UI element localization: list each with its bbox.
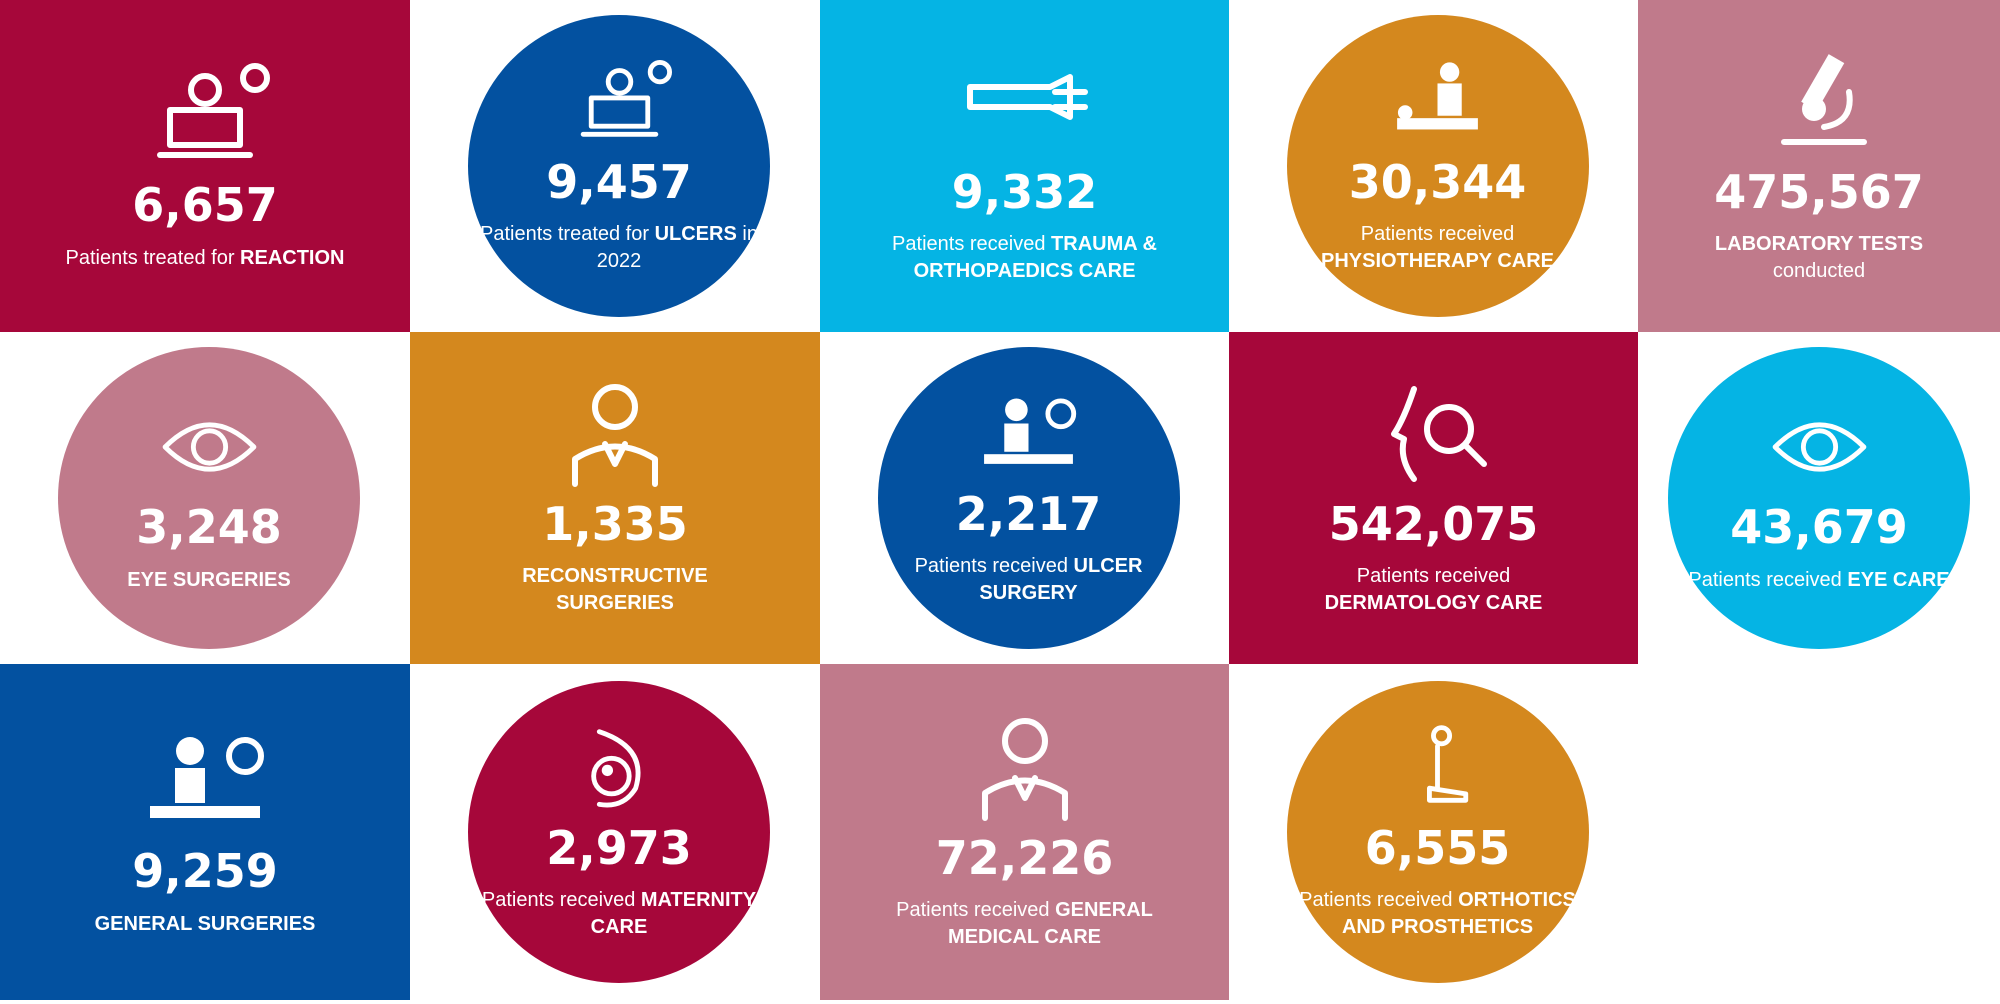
tile-icon bbox=[1397, 62, 1478, 130]
tile-icon bbox=[162, 422, 256, 472]
stat-tile: 72,226 Patients received GENERAL MEDICAL … bbox=[820, 664, 1229, 1000]
stat-label: Patients received ULCER SURGERY bbox=[879, 553, 1179, 607]
stat-number: 6,555 bbox=[1364, 820, 1511, 875]
label-text: in 2022 bbox=[596, 223, 758, 273]
stat-number: 9,259 bbox=[132, 844, 278, 899]
label-emphasis: EYE SURGERIES bbox=[127, 568, 291, 591]
stat-number: 72,226 bbox=[935, 830, 1114, 885]
stat-number: 2,973 bbox=[546, 820, 692, 875]
tile-icon bbox=[580, 59, 672, 137]
stat-tile: 6,657 Patients treated for REACTION bbox=[0, 0, 410, 332]
stat-label: LABORATORY TESTS conducted bbox=[1669, 231, 1969, 285]
label-text: Patients received bbox=[1299, 889, 1453, 912]
label-emphasis: TRAUMA & ORTHOPAEDICS CARE bbox=[913, 233, 1157, 283]
stat-tile: 9,332 Patients received TRAUMA & ORTHOPAE… bbox=[820, 0, 1229, 332]
stat-number: 30,344 bbox=[1348, 154, 1527, 209]
label-emphasis: RECONSTRUCTIVE SURGERIES bbox=[522, 565, 708, 615]
stat-number: 6,657 bbox=[132, 178, 278, 233]
stat-tile: 3,248 EYE SURGERIES bbox=[58, 347, 360, 649]
stat-number: 2,217 bbox=[955, 486, 1102, 541]
label-text: Patients received bbox=[892, 233, 1046, 256]
stat-number: 542,075 bbox=[1328, 496, 1539, 551]
tile-icon bbox=[157, 63, 270, 159]
stat-tile: 9,259 GENERAL SURGERIES bbox=[0, 664, 410, 1000]
label-emphasis: EYE CARE bbox=[1847, 568, 1950, 591]
tile-icon bbox=[1427, 724, 1469, 803]
tile-icon bbox=[984, 398, 1077, 464]
stat-label: GENERAL SURGERIES bbox=[95, 911, 316, 938]
stat-tile: 2,973 Patients received MATERNITY CARE bbox=[468, 681, 770, 983]
stat-tile: 1,335 RECONSTRUCTIVE SURGERIES bbox=[410, 332, 820, 664]
label-emphasis: MATERNITY CARE bbox=[590, 889, 757, 939]
stat-number: 475,567 bbox=[1714, 164, 1924, 219]
label-text: Patients received bbox=[481, 889, 636, 912]
stat-label: Patients treated for REACTION bbox=[66, 245, 345, 272]
tile-icon bbox=[981, 717, 1068, 821]
label-text: Patients received bbox=[914, 555, 1068, 578]
stat-tile: 2,217 Patients received ULCER SURGERY bbox=[877, 347, 1180, 649]
stat-tile: 542,075 Patients received DERMATOLOGY CAR… bbox=[1229, 332, 1638, 664]
stat-label: Patients treated for ULCERS in 2022 bbox=[469, 221, 769, 275]
label-text: Patients received bbox=[1360, 223, 1515, 246]
stat-number: 9,457 bbox=[546, 154, 692, 209]
label-text: Patients received bbox=[896, 899, 1050, 922]
stat-tile: 9,457 Patients treated for ULCERS in 2022 bbox=[468, 15, 770, 317]
label-text: Patients received bbox=[1356, 565, 1511, 588]
stat-tile: 6,555 Patients received ORTHOTICS AND PRO… bbox=[1286, 681, 1589, 983]
stat-label: Patients received GENERAL MEDICAL CARE bbox=[875, 897, 1175, 951]
stat-label: Patients received TRAUMA & ORTHOPAEDICS … bbox=[875, 231, 1175, 285]
label-emphasis: PHYSIOTHERAPY CARE bbox=[1320, 250, 1554, 273]
tile-icon bbox=[1781, 53, 1867, 145]
label-text: conducted bbox=[1772, 260, 1866, 283]
stat-number: 43,679 bbox=[1730, 500, 1908, 555]
stat-label: Patients received MATERNITY CARE bbox=[469, 887, 769, 941]
tile-icon bbox=[572, 383, 658, 487]
stat-label: RECONSTRUCTIVE SURGERIES bbox=[465, 563, 765, 617]
label-emphasis: ULCERS bbox=[654, 223, 737, 246]
stat-label: EYE SURGERIES bbox=[127, 567, 290, 594]
stat-number: 3,248 bbox=[136, 500, 282, 555]
tile-icon bbox=[966, 73, 1088, 120]
stat-label: Patients received ORTHOTICS AND PROSTHET… bbox=[1288, 887, 1588, 941]
label-emphasis: REACTION bbox=[240, 246, 345, 269]
label-text: Patients treated for bbox=[480, 223, 650, 246]
stat-label: Patients received PHYSIOTHERAPY CARE bbox=[1288, 221, 1588, 275]
stat-number: 1,335 bbox=[542, 496, 688, 551]
label-emphasis: GENERAL MEDICAL CARE bbox=[948, 899, 1153, 949]
stat-number: 9,332 bbox=[951, 164, 1098, 219]
label-text: Patients received bbox=[1688, 568, 1842, 591]
stat-tile: 43,679 Patients received EYE CARE bbox=[1668, 347, 1970, 649]
tile-icon bbox=[150, 737, 264, 819]
stat-tile: 475,567 LABORATORY TESTS conducted bbox=[1638, 0, 2000, 332]
label-emphasis: GENERAL SURGERIES bbox=[94, 912, 316, 935]
tile-icon bbox=[1772, 422, 1866, 472]
stat-label: Patients received EYE CARE bbox=[1688, 567, 1949, 594]
label-text: Patients treated for bbox=[65, 246, 235, 269]
stat-tile: 30,344 Patients received PHYSIOTHERAPY CA… bbox=[1286, 15, 1589, 317]
label-emphasis: ORTHOTICS AND PROSTHETICS bbox=[1341, 889, 1576, 939]
label-emphasis: ULCER SURGERY bbox=[979, 555, 1143, 605]
tile-icon bbox=[1390, 385, 1487, 482]
stat-label: Patients received DERMATOLOGY CARE bbox=[1284, 563, 1584, 617]
tile-icon bbox=[590, 728, 640, 808]
label-emphasis: LABORATORY TESTS bbox=[1714, 233, 1924, 256]
label-emphasis: DERMATOLOGY CARE bbox=[1324, 592, 1543, 615]
